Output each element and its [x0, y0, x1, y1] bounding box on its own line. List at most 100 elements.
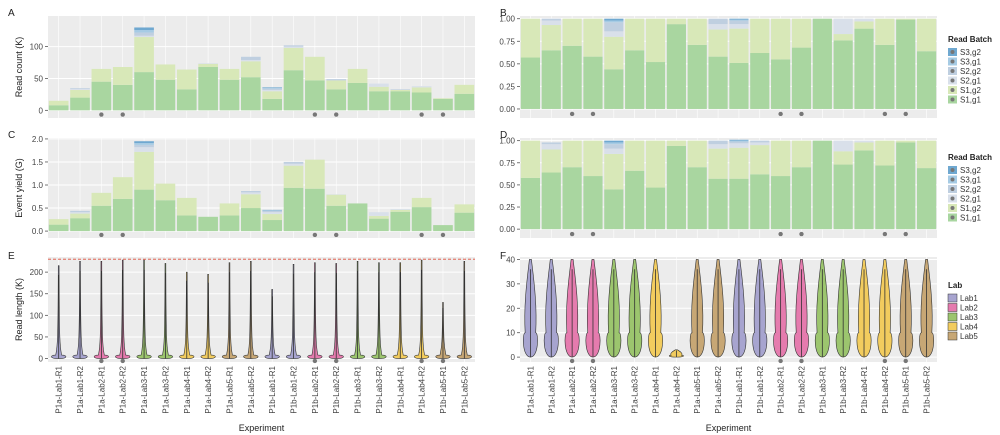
- bar-segment-A: [219, 68, 240, 80]
- marker-dot-D: [903, 231, 908, 237]
- legend-label-B: S3,g1: [960, 58, 981, 67]
- bar-segment-A: [198, 67, 218, 111]
- x-tick-label-F: P1a-Lab3-R1: [610, 365, 619, 413]
- marker-dot-D: [799, 231, 804, 237]
- panel-letter-F: F: [500, 251, 506, 262]
- panel-letter-B: B: [500, 8, 507, 19]
- bar-segment-D: [562, 140, 582, 168]
- bar-segment-C: [262, 220, 282, 232]
- bar-segment-C: [134, 144, 154, 148]
- bar-segment-B: [729, 28, 749, 63]
- bar-segment-B: [541, 18, 561, 21]
- bar-segment-A: [241, 77, 261, 111]
- bar-segment-B: [854, 21, 874, 29]
- bar-segment-B: [833, 18, 853, 35]
- bar-segment-D: [541, 172, 561, 230]
- bar-segment-D: [791, 167, 812, 230]
- x-tick-label-F: P1b-Lab5-R2: [923, 365, 932, 413]
- legend-dot-B: [950, 69, 955, 73]
- legend-label-D: S2,g2: [960, 185, 981, 194]
- bar-segment-A: [283, 45, 304, 47]
- bar-segment-B: [729, 20, 749, 25]
- marker-dot-B: [799, 111, 804, 117]
- marker-dot-F: [903, 358, 908, 364]
- legend-label-F: Lab3: [960, 313, 978, 322]
- y-tick-label-E: 200: [30, 268, 44, 277]
- x-tick-label-F: P1a-Lab4-R1: [652, 365, 661, 413]
- plot-background-E: [48, 257, 475, 362]
- bar-segment-C: [390, 209, 411, 212]
- bar-segment-D: [896, 142, 916, 230]
- legend-label-B: S1,g2: [960, 86, 981, 95]
- x-tick-label-F: P1a-Lab1-R2: [547, 365, 556, 413]
- bar-segment-B: [812, 18, 832, 109]
- bar-segment-D: [708, 144, 728, 149]
- bar-segment-A: [155, 64, 176, 80]
- bar-segment-C: [262, 212, 282, 215]
- bar-segment-A: [241, 56, 261, 60]
- bar-segment-D: [604, 148, 624, 154]
- marker-dot-E: [99, 358, 104, 364]
- panel-letter-A: A: [8, 8, 15, 19]
- plot-background-F: [520, 257, 937, 362]
- bar-segment-D: [625, 170, 645, 230]
- y-tick-label-B: 0.00: [499, 105, 515, 114]
- bar-segment-C: [70, 210, 90, 213]
- marker-dot-A: [312, 112, 318, 117]
- bar-segment-A: [112, 84, 133, 111]
- bar-segment-D: [833, 151, 853, 165]
- bar-segment-D: [604, 144, 624, 149]
- bar-segment-B: [645, 62, 666, 109]
- bar-segment-A: [390, 89, 411, 90]
- bar-segment-C: [305, 159, 325, 189]
- legend-label-D: S3,g1: [960, 176, 981, 185]
- bar-segment-A: [70, 97, 90, 111]
- bar-segment-C: [70, 212, 90, 214]
- bar-segment-D: [541, 142, 561, 145]
- bar-segment-A: [347, 82, 368, 111]
- bar-segment-C: [433, 225, 453, 232]
- bar-segment-D: [520, 177, 541, 230]
- bar-segment-D: [666, 140, 686, 146]
- bar-segment-C: [390, 208, 411, 210]
- marker-dot-D: [569, 231, 575, 237]
- y-tick-label-E: 50: [34, 333, 43, 342]
- bar-segment-C: [48, 219, 69, 225]
- bar-segment-D: [916, 168, 937, 230]
- legend-label-F: Lab4: [960, 323, 978, 332]
- x-tick-label-F: P1b-Lab1-R2: [756, 365, 765, 413]
- bar-segment-C: [112, 198, 133, 232]
- plot-background-D: [520, 138, 937, 238]
- bar-segment-C: [91, 192, 112, 206]
- legend-dot-B: [950, 97, 955, 102]
- legend-label-B: S3,g2: [960, 48, 981, 57]
- y-tick-label-C: 2.0: [32, 135, 44, 144]
- legend-dot-D: [950, 206, 955, 210]
- bar-segment-B: [541, 50, 561, 109]
- bar-segment-A: [283, 70, 304, 111]
- bar-segment-D: [583, 140, 603, 177]
- bar-segment-C: [454, 204, 475, 213]
- bar-segment-B: [708, 24, 728, 30]
- bar-segment-D: [896, 140, 916, 143]
- bar-segment-D: [541, 144, 561, 150]
- bar-segment-C: [369, 212, 389, 216]
- x-tick-label-F: P1b-Lab4-R1: [860, 365, 869, 413]
- legend-label-D: S1,g2: [960, 204, 981, 213]
- x-tick-label-E: P1b-Lab1-R2: [290, 365, 299, 413]
- y-tick-label-E: 150: [30, 290, 44, 299]
- bar-segment-D: [604, 189, 624, 230]
- bar-segment-B: [520, 57, 541, 109]
- panel-F: 0 10 20 30 40 P1a-Lab1-R1 P1a-Lab1-R2 P1a-Lab2-…: [506, 255, 937, 414]
- marker-dot-B: [590, 111, 596, 117]
- bar-segment-C: [176, 215, 197, 232]
- bar-segment-B: [791, 18, 812, 48]
- bar-segment-D: [708, 178, 728, 230]
- legend-dot-B: [950, 88, 955, 92]
- bar-segment-A: [134, 32, 154, 36]
- bar-segment-C: [326, 205, 347, 232]
- bar-segment-C: [48, 224, 69, 232]
- bar-segment-A: [262, 91, 282, 99]
- x-tick-label-E: P1a-Lab2-R1: [97, 365, 106, 413]
- x-axis-label-F: Experiment: [706, 423, 752, 433]
